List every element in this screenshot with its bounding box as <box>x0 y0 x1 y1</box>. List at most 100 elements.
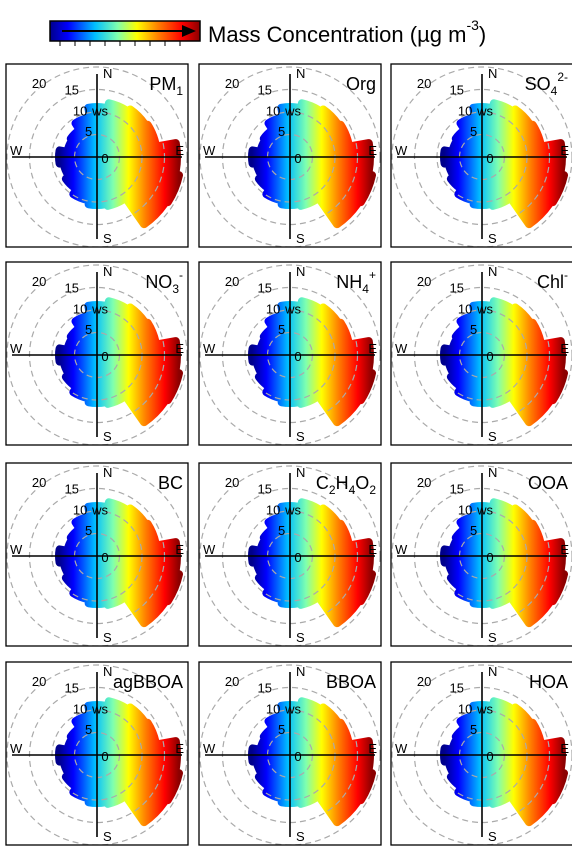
compass-label: S <box>296 231 305 246</box>
compass-label: W <box>203 341 216 356</box>
compass-label: S <box>488 429 497 444</box>
compass-label: S <box>488 829 497 844</box>
compass-label: W <box>10 741 23 756</box>
label-text: C <box>316 473 329 493</box>
panel-label: C2H4O2 <box>316 473 376 497</box>
ring <box>6 664 188 845</box>
ring-label: 0 <box>294 349 301 364</box>
radial-unit: ws <box>284 103 301 118</box>
compass-label: S <box>296 829 305 844</box>
label-text: OOA <box>528 473 568 493</box>
colorbar: Mass Concentration (µg m-3) <box>49 17 486 47</box>
ring-label: 5 <box>85 124 92 139</box>
ring-label: 0 <box>486 151 493 166</box>
compass-label: W <box>395 341 408 356</box>
label-text3: O <box>355 473 369 493</box>
ring-label: 0 <box>101 151 108 166</box>
label-sub2: 4 <box>349 483 356 497</box>
ring <box>6 66 188 247</box>
compass-label: E <box>175 143 184 158</box>
label-text: PM <box>149 74 176 94</box>
panel: 05 10 ws 15 20 N E S W OOA <box>390 462 572 647</box>
ring <box>391 264 572 445</box>
ring-label: 20 <box>417 674 431 689</box>
ring <box>391 664 572 845</box>
radial-unit: ws <box>476 502 493 517</box>
compass-label: E <box>175 542 184 557</box>
panel: 05 10 ws 15 20 N E S W Org <box>198 63 382 248</box>
ring-label: 15 <box>257 481 271 496</box>
panel: 05 10 ws 15 20 N E S W Chl- <box>390 261 572 446</box>
ring-label: 20 <box>417 76 431 91</box>
ring-label: 0 <box>486 550 493 565</box>
panel-body: 05 10 ws 15 20 N E S W <box>6 264 188 445</box>
ring-label: 15 <box>64 280 78 295</box>
label-sub: 1 <box>176 84 183 98</box>
panel-frame <box>390 462 572 647</box>
label-text: HOA <box>529 672 568 692</box>
ring <box>199 664 381 845</box>
panel: 05 10 ws 15 20 N E S W SO42- <box>390 63 572 248</box>
panel-label: agBBOA <box>113 672 183 692</box>
concentration-field <box>248 99 377 229</box>
panel: 05 10 ws 15 20 N E S W NH4+ <box>198 261 382 446</box>
compass-label: S <box>103 429 112 444</box>
panel-frame <box>390 661 572 846</box>
concentration-field <box>440 498 569 628</box>
label-sub: 3 <box>172 282 179 296</box>
radial-unit: ws <box>284 301 301 316</box>
compass-label: E <box>560 741 569 756</box>
title-close: ) <box>479 22 486 47</box>
compass-label: S <box>103 829 112 844</box>
concentration-field <box>440 697 569 827</box>
ring-label: 20 <box>32 475 46 490</box>
compass-label: E <box>368 143 377 158</box>
ring-label: 15 <box>449 680 463 695</box>
compass-label: N <box>103 66 112 81</box>
compass-label: N <box>296 264 305 279</box>
ring-label: 5 <box>278 722 285 737</box>
panel-frame <box>390 261 572 446</box>
ring-label: 20 <box>32 674 46 689</box>
ring-label: 10 <box>73 701 87 716</box>
ring-label: 10 <box>73 301 87 316</box>
panel-frame <box>198 661 382 846</box>
panel-label: OOA <box>528 473 568 493</box>
panel-body: 05 10 ws 15 20 N E S W <box>391 664 572 845</box>
panel-frame <box>5 462 189 647</box>
label-sup: - <box>179 268 183 282</box>
compass-label: E <box>560 542 569 557</box>
ring-label: 10 <box>458 502 472 517</box>
panel-label: BC <box>158 473 183 493</box>
ring-label: 5 <box>278 124 285 139</box>
ring-label: 5 <box>85 722 92 737</box>
ring-label: 0 <box>294 151 301 166</box>
ring-label: 0 <box>486 349 493 364</box>
ring-label: 10 <box>73 103 87 118</box>
panel-frame <box>198 462 382 647</box>
ring-label: 15 <box>64 481 78 496</box>
ring-label: 20 <box>225 475 239 490</box>
radial-unit: ws <box>284 701 301 716</box>
ring-label: 10 <box>266 502 280 517</box>
compass-label: S <box>488 231 497 246</box>
panel-frame <box>198 63 382 248</box>
compass-label: W <box>203 542 216 557</box>
compass-label: S <box>103 231 112 246</box>
panel-frame <box>5 63 189 248</box>
ring-label: 20 <box>417 475 431 490</box>
label-sub3: 2 <box>369 483 376 497</box>
label-text: BC <box>158 473 183 493</box>
label-text: BBOA <box>326 672 376 692</box>
ring-label: 10 <box>266 301 280 316</box>
ring-label: 10 <box>73 502 87 517</box>
label-text: Org <box>346 74 376 94</box>
radial-unit: ws <box>91 502 108 517</box>
compass-label: N <box>488 264 497 279</box>
ring <box>6 465 188 646</box>
ring-label: 20 <box>32 76 46 91</box>
label-text: NH <box>336 272 362 292</box>
